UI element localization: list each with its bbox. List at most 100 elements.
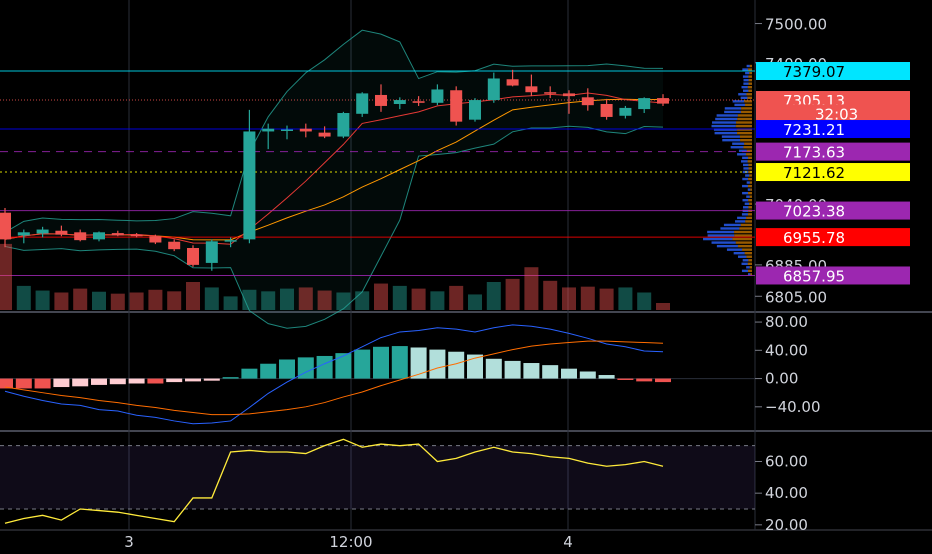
candle-body[interactable] [525,86,538,93]
candle-body[interactable] [130,234,143,237]
time-axis[interactable]: 3 12:00 4 [124,533,573,551]
candle[interactable] [506,69,519,87]
macd-histogram-bar [297,357,314,379]
candle[interactable] [563,90,575,114]
candle[interactable] [318,126,331,139]
candle[interactable] [657,94,669,106]
candle-body[interactable] [600,103,613,117]
volume-profile-bar [744,103,752,107]
candle-body[interactable] [93,232,105,240]
candle-body[interactable] [262,128,275,132]
candle-body[interactable] [356,93,369,114]
volume-profile-bar [746,153,752,156]
volume-bar [280,288,294,310]
candle[interactable] [243,109,256,244]
candle[interactable] [356,92,369,117]
volume-profile-bar [747,160,752,163]
candle[interactable] [0,207,11,248]
macd-histogram-bar [485,358,502,379]
candle[interactable] [638,97,651,114]
candlestick-series[interactable] [0,69,669,271]
candle[interactable] [525,74,538,97]
macd-histogram-bar [335,353,352,379]
candle[interactable] [205,239,218,271]
price-tick-label: 6805.00 [765,288,827,306]
candle-body[interactable] [450,90,463,122]
candle-body[interactable] [506,79,519,86]
volume-profile-bar [740,223,752,227]
volume-profile-bar [737,131,752,135]
macd-pane[interactable] [0,324,755,425]
candle-body[interactable] [187,248,199,265]
candle[interactable] [544,86,557,99]
candle-body[interactable] [0,212,11,240]
candle-body[interactable] [224,240,237,242]
candle-body[interactable] [205,241,218,263]
candle-body[interactable] [168,241,181,250]
volume-profile-bar [748,184,752,188]
candle[interactable] [412,96,425,106]
candle-body[interactable] [299,128,312,132]
candle[interactable] [55,225,68,237]
candle[interactable] [299,123,312,138]
candle[interactable] [262,123,275,150]
candle-body[interactable] [619,107,632,116]
candle[interactable] [149,234,162,245]
candle[interactable] [600,98,613,120]
candle[interactable] [581,88,594,111]
candle-body[interactable] [149,236,162,243]
candle-body[interactable] [281,129,293,131]
candle-body[interactable] [318,132,331,137]
volume-profile-bar [703,237,733,241]
candle-body[interactable] [638,98,651,110]
candle-body[interactable] [431,89,444,103]
candle-body[interactable] [337,113,350,137]
candle-body[interactable] [412,101,425,103]
volume-profile-bar [740,96,748,100]
candle-body[interactable] [487,78,500,101]
candle[interactable] [487,72,500,103]
candle-body[interactable] [657,98,669,104]
candle-body[interactable] [74,232,87,241]
price-label-bg [756,120,910,139]
candle[interactable] [130,233,143,238]
candle[interactable] [431,84,444,106]
candle[interactable] [224,237,237,248]
price-label-text: 7173.63 [783,144,845,162]
volume-bar [261,291,276,310]
candle[interactable] [74,229,87,242]
candle-body[interactable] [375,94,387,106]
candle-body[interactable] [36,229,49,234]
candle-body[interactable] [393,100,406,104]
candle[interactable] [393,97,406,110]
candle-body[interactable] [563,93,575,97]
price-label-tag: 7231.21 [756,120,910,139]
candle-body[interactable] [243,131,256,240]
candle[interactable] [450,86,463,126]
candle-body[interactable] [544,92,557,94]
candle[interactable] [619,105,632,119]
volume-profile-bar [742,75,749,78]
candle-body[interactable] [55,230,68,235]
price-axis[interactable]: 7500.007400.007040.006885.006805.0080.00… [755,16,827,534]
candle-body[interactable] [469,100,481,120]
candle[interactable] [469,98,481,122]
candle[interactable] [187,245,199,267]
candle[interactable] [375,84,387,112]
candle[interactable] [111,230,124,237]
candle[interactable] [93,231,105,242]
candle[interactable] [17,229,30,244]
rsi-line [4,438,664,524]
candle[interactable] [36,226,49,238]
rsi-pane[interactable] [0,438,755,524]
volume-profile-bar [748,177,752,181]
volume-bar [618,287,633,310]
candle[interactable] [281,125,293,140]
candle-body[interactable] [17,232,30,236]
candle[interactable] [168,239,181,252]
candle[interactable] [337,111,350,139]
candle-body[interactable] [111,233,124,236]
candle-body[interactable] [581,97,594,106]
